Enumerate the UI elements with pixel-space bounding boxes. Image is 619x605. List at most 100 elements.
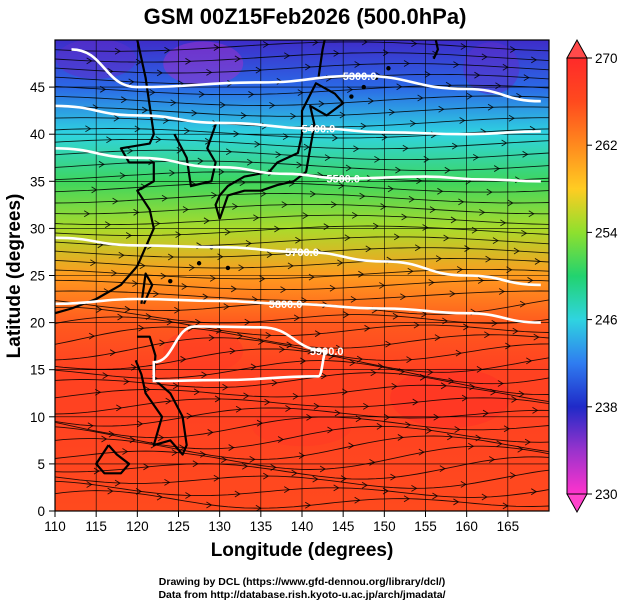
streamline-arrow bbox=[161, 194, 168, 202]
streamline-arrow bbox=[298, 452, 305, 460]
streamline-arrow bbox=[214, 395, 221, 403]
streamline-arrow bbox=[376, 422, 383, 430]
streamline-arrow bbox=[335, 344, 342, 352]
island bbox=[168, 278, 173, 284]
streamline-arrow bbox=[476, 365, 483, 373]
streamline-arrow bbox=[513, 247, 520, 255]
streamline-arrow bbox=[171, 449, 178, 456]
streamline-arrow bbox=[286, 341, 293, 349]
streamline-arrow bbox=[223, 303, 230, 311]
streamline-arrow bbox=[439, 465, 446, 473]
streamline-arrow bbox=[361, 481, 368, 489]
streamline-arrow bbox=[395, 166, 402, 174]
streamline-arrow bbox=[339, 111, 346, 119]
streamline-arrow bbox=[432, 492, 439, 500]
streamline-arrow bbox=[159, 339, 166, 347]
streamline-arrow bbox=[230, 285, 238, 293]
streamline-arrow bbox=[125, 232, 133, 239]
streamline-arrow bbox=[469, 383, 476, 391]
contour-line bbox=[152, 325, 328, 383]
streamline-arrow bbox=[201, 371, 208, 379]
streamline-arrow bbox=[154, 220, 161, 227]
streamline-arrow bbox=[164, 478, 171, 486]
contour-label: 5900.0 bbox=[310, 346, 344, 358]
contour-label: 5300.0 bbox=[343, 71, 377, 83]
streamline-arrow bbox=[443, 234, 450, 242]
streamline-arrow bbox=[479, 208, 486, 216]
streamline-arrow bbox=[518, 390, 525, 398]
streamline-arrow bbox=[412, 398, 419, 406]
streamline-arrow bbox=[382, 49, 389, 57]
streamline-arrow bbox=[282, 133, 289, 141]
streamline-arrow bbox=[297, 89, 304, 96]
island bbox=[225, 265, 231, 271]
y-axis-title: Latitude (degrees) bbox=[4, 194, 25, 359]
streamline-arrow bbox=[349, 359, 356, 367]
streamline-arrow bbox=[313, 402, 320, 410]
streamline-arrow bbox=[133, 208, 140, 216]
streamline-arrow bbox=[354, 61, 361, 68]
streamline-arrow bbox=[511, 396, 518, 403]
y-tick-label: 40 bbox=[30, 127, 45, 142]
streamline-arrow bbox=[442, 317, 449, 325]
streamline-arrow bbox=[130, 363, 137, 371]
coastline bbox=[432, 40, 439, 60]
streamline-arrow bbox=[334, 409, 341, 417]
streamline-arrow bbox=[238, 264, 245, 272]
streamline-arrow bbox=[155, 136, 162, 143]
island bbox=[196, 261, 202, 266]
streamline-arrow bbox=[397, 434, 404, 441]
streamline-arrow bbox=[249, 455, 256, 463]
streamline-arrow bbox=[112, 197, 119, 205]
streamline-arrow bbox=[508, 114, 515, 122]
streamline-arrow bbox=[472, 153, 480, 161]
streamline-arrow bbox=[385, 340, 392, 348]
island bbox=[361, 84, 366, 90]
streamline-arrow bbox=[90, 259, 97, 267]
streamline-arrow bbox=[166, 318, 173, 326]
x-tick-label: 155 bbox=[414, 519, 437, 534]
streamline-arrow bbox=[433, 413, 440, 421]
streamline-arrow bbox=[391, 382, 398, 390]
y-tick-label: 45 bbox=[30, 80, 45, 95]
colorbar-top-arrow bbox=[566, 38, 588, 59]
streamline-arrow bbox=[200, 451, 207, 458]
streamline-arrow bbox=[87, 422, 94, 430]
streamline-arrow bbox=[387, 185, 394, 193]
streamline-arrow bbox=[405, 421, 412, 429]
streamline-arrow bbox=[464, 245, 471, 252]
streamline-arrow bbox=[254, 140, 261, 148]
colorbar-tick-label: 238 bbox=[595, 400, 618, 415]
streamline-arrow bbox=[533, 333, 540, 341]
streamline-arrow bbox=[274, 225, 281, 233]
x-tick-label: 160 bbox=[455, 519, 478, 534]
streamline-arrow bbox=[468, 442, 475, 450]
streamline-arrow bbox=[263, 41, 270, 48]
streamline-arrow bbox=[449, 290, 456, 298]
x-tick-label: 110 bbox=[44, 519, 66, 534]
anomaly-blob bbox=[163, 41, 244, 86]
streamline-arrow bbox=[284, 52, 291, 60]
streamline-arrow bbox=[528, 210, 535, 218]
streamline-arrow bbox=[382, 487, 389, 495]
streamline-arrow bbox=[453, 498, 460, 506]
streamline-arrow bbox=[144, 386, 151, 393]
streamline-arrow bbox=[292, 393, 299, 400]
x-tick-label: 150 bbox=[373, 519, 396, 534]
streamline-arrow bbox=[216, 327, 223, 334]
streamline-arrow bbox=[482, 409, 489, 417]
streamline-arrow bbox=[113, 114, 120, 122]
streamline-arrow bbox=[421, 310, 428, 318]
streamline-arrow bbox=[342, 388, 349, 396]
coastlines bbox=[55, 40, 439, 475]
streamline-arrow bbox=[139, 262, 146, 270]
streamline-arrow bbox=[348, 442, 355, 450]
streamline-arrow bbox=[160, 272, 167, 280]
streamline-arrow bbox=[239, 179, 246, 187]
streamline-arrow bbox=[496, 440, 503, 448]
streamline-arrow bbox=[503, 425, 510, 433]
contour-label: 5400.0 bbox=[302, 124, 336, 136]
streamline-arrow bbox=[495, 82, 502, 90]
streamline-arrow bbox=[207, 429, 214, 436]
streamline-arrow bbox=[167, 253, 175, 261]
